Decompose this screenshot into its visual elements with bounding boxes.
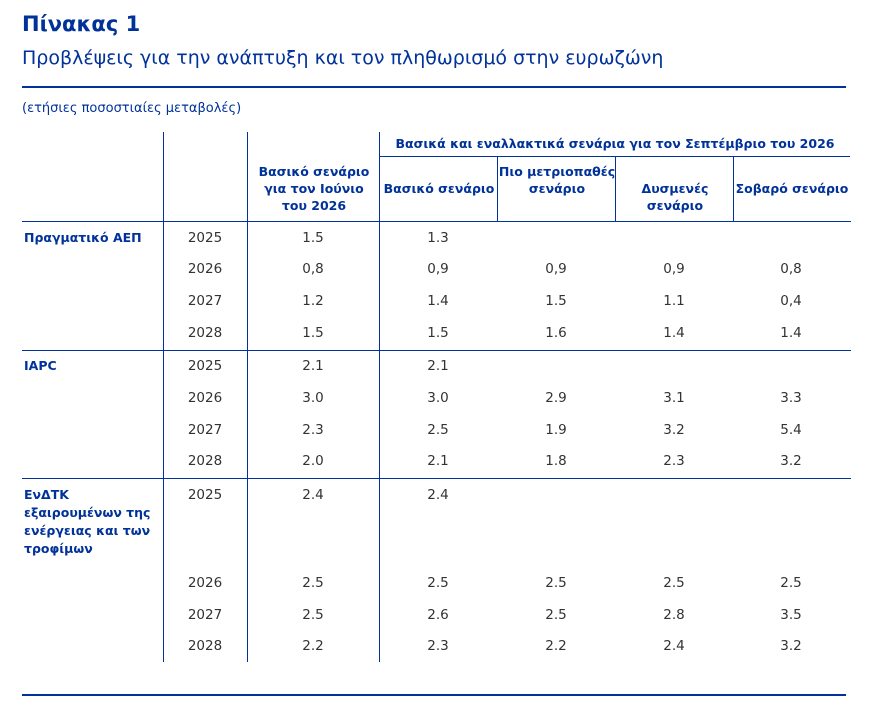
value-cell: 1.1 bbox=[663, 293, 685, 309]
year-cell: 2025 bbox=[187, 358, 223, 374]
value-cell: 5.4 bbox=[780, 422, 802, 438]
value-cell: 2.1 bbox=[302, 358, 324, 374]
value-cell: 1.4 bbox=[427, 293, 449, 309]
value-cell: 2.4 bbox=[663, 638, 685, 654]
value-cell: 2.4 bbox=[427, 487, 449, 503]
value-cell: 0,4 bbox=[780, 293, 802, 309]
table-title: Πίνακας 1 bbox=[22, 12, 141, 36]
year-cell: 2028 bbox=[187, 638, 223, 654]
year-cell: 2027 bbox=[187, 607, 223, 623]
value-cell: 2.0 bbox=[302, 453, 324, 469]
value-cell: 2.5 bbox=[663, 575, 685, 591]
col-header-june-baseline: Βασικό σενάριο για τον Ιούνιο του 2026 bbox=[258, 164, 370, 213]
grid-vline bbox=[247, 132, 248, 662]
value-cell: 0,9 bbox=[663, 261, 685, 277]
year-cell: 2027 bbox=[187, 293, 223, 309]
value-cell: 1.4 bbox=[663, 325, 685, 341]
group-header: Βασικά και εναλλακτικά σενάρια για τον Σ… bbox=[395, 136, 835, 151]
value-cell: 2.5 bbox=[427, 422, 449, 438]
value-cell: 1.2 bbox=[302, 293, 324, 309]
grid-vline bbox=[497, 157, 498, 221]
value-cell: 3.2 bbox=[780, 638, 802, 654]
grid-vline bbox=[379, 132, 380, 662]
value-cell: 1.8 bbox=[545, 453, 567, 469]
value-cell: 3.0 bbox=[302, 390, 324, 406]
value-cell: 3.2 bbox=[663, 422, 685, 438]
year-cell: 2026 bbox=[187, 390, 223, 406]
year-cell: 2028 bbox=[187, 325, 223, 341]
value-cell: 2.5 bbox=[545, 575, 567, 591]
value-cell: 2.2 bbox=[302, 638, 324, 654]
value-cell: 1.5 bbox=[427, 325, 449, 341]
row-label-real-gdp: Πραγματικό ΑΕΠ bbox=[24, 230, 142, 245]
col-header-sept-baseline: Βασικό σενάριο bbox=[383, 181, 495, 196]
year-cell: 2026 bbox=[187, 261, 223, 277]
value-cell: 1.6 bbox=[545, 325, 567, 341]
col-header-mild: Πιο μετριοπαθές σενάριο bbox=[498, 164, 616, 196]
value-cell: 2.1 bbox=[427, 453, 449, 469]
group-header-underline bbox=[380, 156, 850, 157]
section-separator bbox=[22, 350, 851, 351]
table-subtitle: Προβλέψεις για την ανάπτυξη και τον πληθ… bbox=[22, 47, 664, 69]
value-cell: 2.6 bbox=[427, 607, 449, 623]
units-note: (ετήσιες ποσοστιαίες μεταβολές) bbox=[22, 101, 242, 116]
value-cell: 2.1 bbox=[427, 358, 449, 374]
bottom-rule bbox=[22, 694, 846, 696]
value-cell: 0,8 bbox=[302, 261, 324, 277]
value-cell: 2.5 bbox=[545, 607, 567, 623]
value-cell: 2.3 bbox=[663, 453, 685, 469]
year-cell: 2026 bbox=[187, 575, 223, 591]
row-label-core-hicp: ΕνΔΤΚ εξαιρουμένων της ενέργειας και των… bbox=[24, 487, 151, 556]
value-cell: 0,9 bbox=[427, 261, 449, 277]
grid-vline bbox=[163, 132, 164, 662]
value-cell: 2.9 bbox=[545, 390, 567, 406]
col-header-severe: Σοβαρό σενάριο bbox=[735, 181, 849, 196]
value-cell: 1.4 bbox=[780, 325, 802, 341]
value-cell: 2.2 bbox=[545, 638, 567, 654]
section-separator bbox=[22, 478, 851, 479]
value-cell: 3.3 bbox=[780, 390, 802, 406]
header-separator bbox=[22, 221, 851, 222]
year-cell: 2025 bbox=[187, 487, 223, 503]
row-label-iapc: ΙΑΡC bbox=[24, 358, 57, 373]
grid-vline bbox=[733, 157, 734, 221]
top-rule bbox=[22, 86, 846, 88]
value-cell: 0,8 bbox=[780, 261, 802, 277]
year-cell: 2025 bbox=[187, 230, 223, 246]
value-cell: 2.5 bbox=[302, 607, 324, 623]
year-cell: 2028 bbox=[187, 453, 223, 469]
value-cell: 2.8 bbox=[663, 607, 685, 623]
col-header-adverse: Δυσμενές σενάριο bbox=[641, 181, 709, 213]
value-cell: 2.3 bbox=[302, 422, 324, 438]
value-cell: 2.5 bbox=[427, 575, 449, 591]
value-cell: 3.0 bbox=[427, 390, 449, 406]
value-cell: 1.9 bbox=[545, 422, 567, 438]
value-cell: 1.5 bbox=[545, 293, 567, 309]
value-cell: 2.5 bbox=[780, 575, 802, 591]
year-cell: 2027 bbox=[187, 422, 223, 438]
value-cell: 2.3 bbox=[427, 638, 449, 654]
value-cell: 2.4 bbox=[302, 487, 324, 503]
value-cell: 3.5 bbox=[780, 607, 802, 623]
value-cell: 1.5 bbox=[302, 230, 324, 246]
grid-vline bbox=[615, 157, 616, 221]
value-cell: 1.5 bbox=[302, 325, 324, 341]
value-cell: 0,9 bbox=[545, 261, 567, 277]
value-cell: 3.2 bbox=[780, 453, 802, 469]
value-cell: 1.3 bbox=[427, 230, 449, 246]
value-cell: 3.1 bbox=[663, 390, 685, 406]
value-cell: 2.5 bbox=[302, 575, 324, 591]
